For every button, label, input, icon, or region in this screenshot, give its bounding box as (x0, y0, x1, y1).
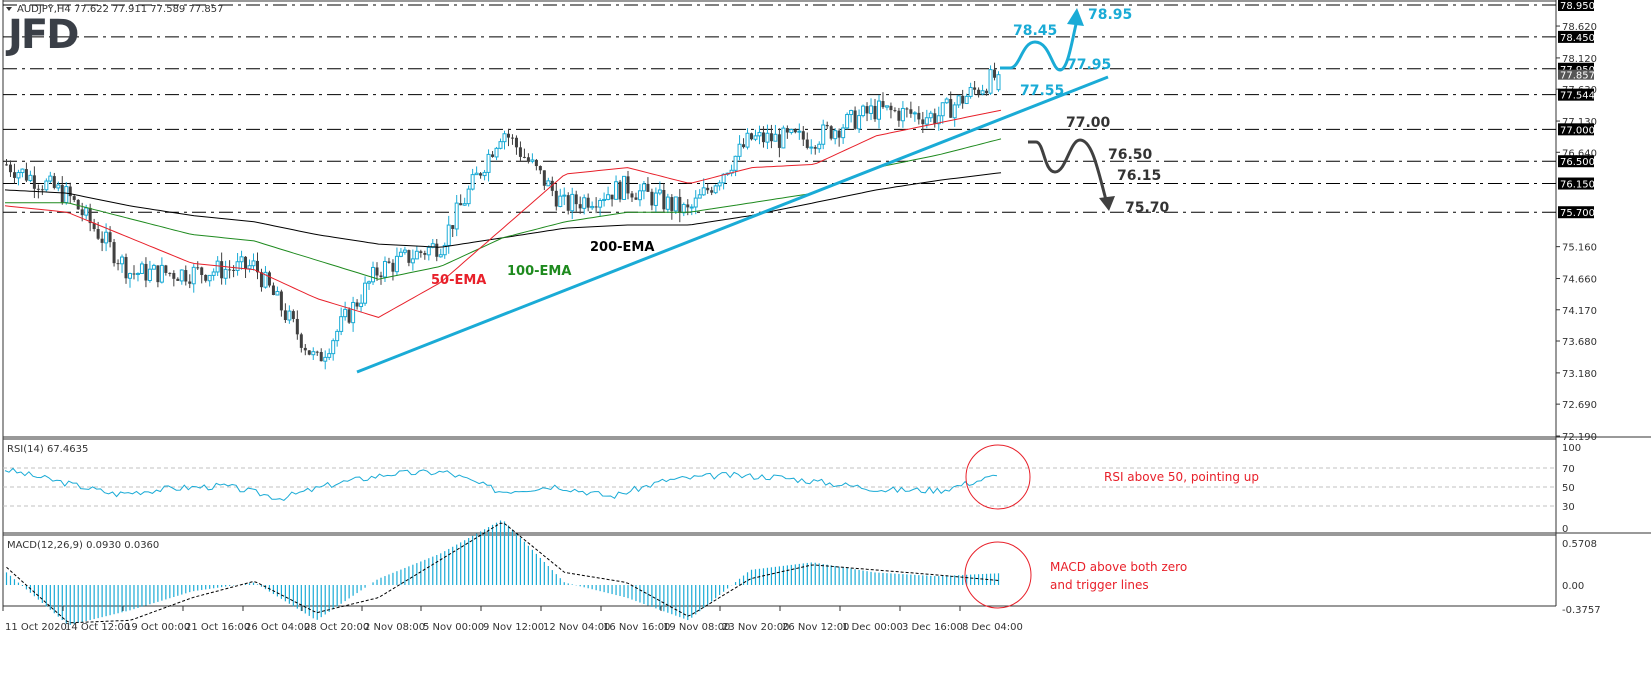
macd-histogram (5, 520, 1000, 625)
price-tick: 73.180 (1562, 369, 1597, 380)
time-label: 12 Nov 04:00 (543, 622, 610, 633)
level-price-box (1558, 0, 1594, 11)
time-label: 26 Nov 12:00 (782, 622, 849, 633)
level-price-label: 76.150 (1560, 180, 1595, 191)
level-price-label: 77.544 (1560, 91, 1595, 102)
time-label: 11 Oct 2020 (5, 622, 67, 633)
macd-title: MACD(12,26,9) 0.0930 0.0360 (7, 540, 159, 551)
current-price-box (1558, 69, 1594, 80)
target-76-50: 76.50 (1108, 147, 1153, 163)
rsi-level-30: 30 (1562, 502, 1575, 513)
up-arrow-icon (1067, 8, 1084, 26)
time-label: 19 Nov 08:00 (663, 622, 730, 633)
price-tick: 77.130 (1562, 117, 1597, 128)
level-price-label: 78.450 (1560, 33, 1595, 44)
price-tick: 72.690 (1562, 400, 1597, 411)
time-label: 2 Nov 08:00 (364, 622, 425, 633)
level-price-box (1558, 206, 1594, 219)
bearish-path (1028, 138, 1108, 201)
current-price-label: 77.857 (1560, 71, 1595, 82)
price-tick: 74.170 (1562, 306, 1597, 317)
ema200-label: 200-EMA (590, 240, 654, 255)
time-label: 21 Oct 16:00 (185, 622, 250, 633)
price-tick: 74.660 (1562, 275, 1597, 286)
price-tick: 78.120 (1562, 54, 1597, 65)
target-76-15: 76.15 (1117, 168, 1161, 184)
time-label: 8 Dec 04:00 (962, 622, 1023, 633)
time-label: 23 Nov 20:00 (722, 622, 789, 633)
target-77-95: 77.95 (1067, 57, 1111, 73)
level-price-box (1558, 123, 1594, 136)
rsi-highlight-circle (965, 444, 1031, 510)
time-label: 5 Nov 00:00 (423, 622, 484, 633)
price-tick: 75.160 (1562, 243, 1597, 254)
level-price-box (1558, 62, 1594, 75)
ema50-line (4, 109, 1002, 318)
symbol-ohlc: AUDJPY,H4 77.622 77.911 77.589 77.857 (17, 4, 223, 15)
pane-frames (2, 0, 1651, 607)
bullish-scenario: 78.95 78.45 77.95 77.55 (1000, 7, 1132, 99)
down-arrow-icon (1099, 196, 1115, 211)
level-price-box (1558, 30, 1594, 43)
macd-note-line2: and trigger lines (1050, 578, 1149, 592)
price-tick: 72.190 (1562, 432, 1597, 443)
candlesticks (5, 62, 1001, 370)
level-price-label: 75.700 (1560, 208, 1595, 219)
rsi-level-50: 50 (1562, 483, 1575, 494)
macd-pane: MACD(12,26,9) 0.0930 0.0360 0.5708 0.00 … (5, 520, 1601, 625)
rsi-level-70: 70 (1562, 464, 1575, 475)
uptrend-line[interactable] (356, 75, 1109, 374)
logo-text: JFD (5, 12, 78, 58)
target-78-45: 78.45 (1013, 23, 1057, 39)
time-label: 19 Oct 00:00 (125, 622, 190, 633)
rsi-title: RSI(14) 67.4635 (7, 444, 88, 455)
collapse-triangle-icon[interactable] (6, 7, 12, 11)
time-label: 9 Nov 12:00 (483, 622, 544, 633)
bullish-path (1000, 19, 1079, 72)
level-price-label: 76.500 (1560, 157, 1595, 168)
rsi-level-100: 100 (1562, 443, 1581, 454)
bearish-scenario: 77.00 76.50 76.15 75.70 (1028, 115, 1170, 216)
target-75-70: 75.70 (1125, 200, 1170, 216)
macd-level-zero: 0.00 (1562, 581, 1584, 592)
target-77-55: 77.55 (1020, 83, 1064, 99)
level-price-box (1558, 177, 1594, 190)
macd-signal-line (6, 522, 999, 624)
time-label: 28 Oct 20:00 (304, 622, 369, 633)
horizontal-levels (3, 4, 1556, 213)
macd-level-max: 0.5708 (1562, 539, 1597, 550)
price-axis[interactable]: 78.62078.12077.63077.13076.64075.16074.6… (1556, 0, 1597, 443)
level-price-box (1558, 155, 1594, 168)
rsi-pane: RSI(14) 67.4635 100 70 50 30 0 RSI above… (3, 443, 1581, 535)
time-label: 3 Dec 16:00 (902, 622, 963, 633)
ema100-label: 100-EMA (507, 264, 571, 279)
price-tick: 76.640 (1562, 148, 1597, 159)
time-label: 14 Oct 12:00 (65, 622, 130, 633)
symbol-header: AUDJPY,H4 77.622 77.911 77.589 77.857 (6, 4, 223, 15)
level-price-label: 78.950 (1560, 1, 1595, 12)
macd-note-line1: MACD above both zero (1050, 560, 1187, 574)
time-label: 1 Dec 00:00 (842, 622, 903, 633)
time-label: 16 Nov 16:00 (603, 622, 670, 633)
target-78-95: 78.95 (1088, 7, 1132, 23)
time-label: 26 Oct 04:00 (245, 622, 310, 633)
target-77-00: 77.00 (1066, 115, 1111, 131)
level-price-box (1558, 88, 1594, 101)
rsi-note: RSI above 50, pointing up (1104, 470, 1259, 484)
rsi-level-0: 0 (1562, 524, 1568, 535)
price-tick: 78.620 (1562, 22, 1597, 33)
macd-level-min: -0.3757 (1562, 605, 1601, 616)
rsi-line (4, 467, 998, 501)
jfd-logo: JFD (5, 12, 80, 58)
macd-highlight-circle (964, 541, 1032, 609)
level-price-label: 77.000 (1560, 125, 1595, 136)
ema50-label: 50-EMA (431, 273, 486, 288)
ema100-line (5, 138, 1002, 280)
price-tick: 73.680 (1562, 337, 1597, 348)
